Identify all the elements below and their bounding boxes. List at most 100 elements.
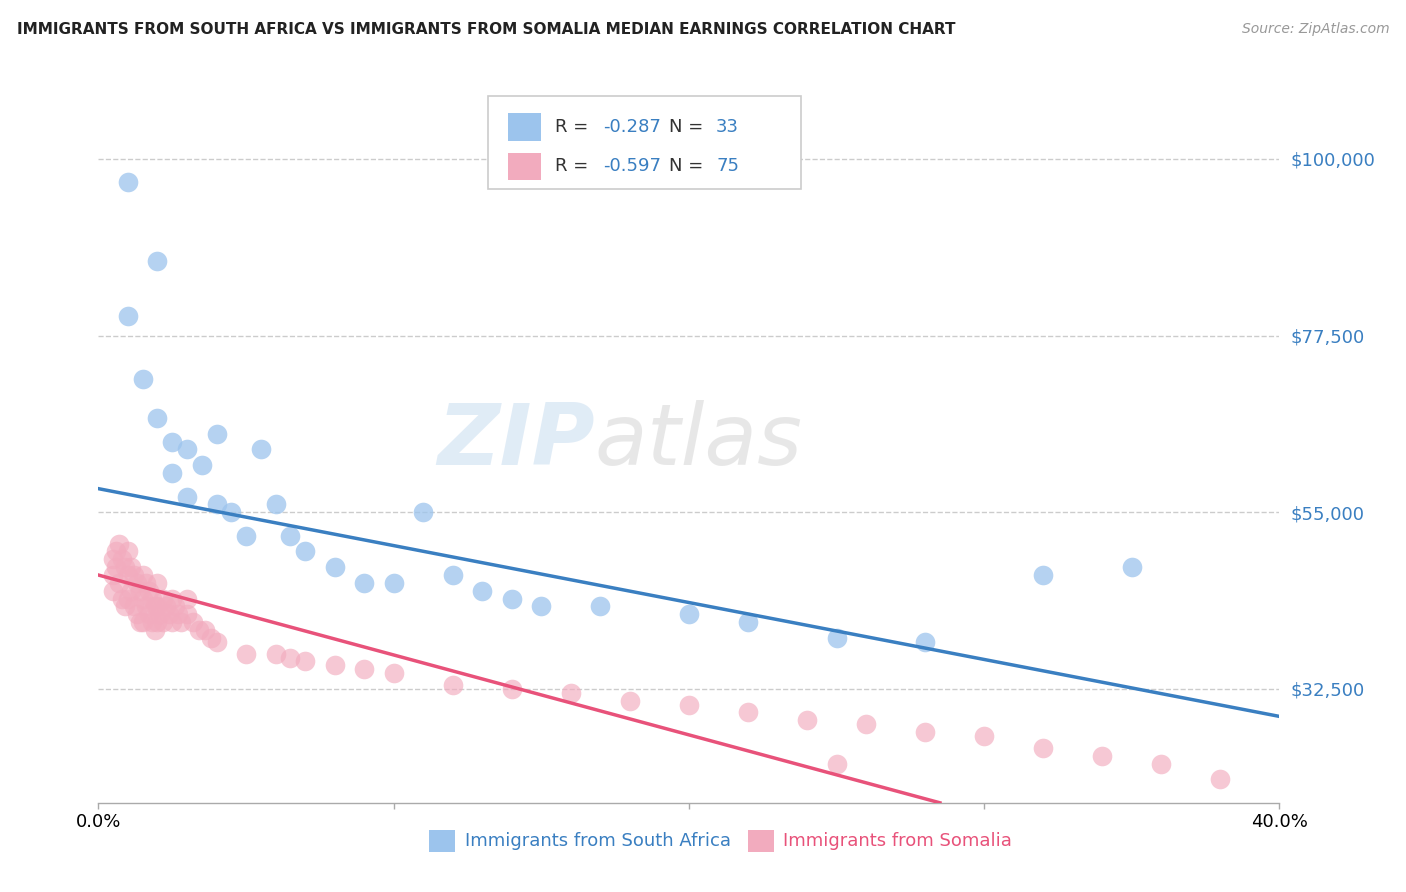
Point (146, 411, 169, 425)
Point (128, 583, 150, 598)
Point (117, 175, 139, 189)
Point (103, 568, 125, 582)
Point (120, 560, 142, 574)
Point (205, 426, 228, 441)
Point (132, 615, 155, 630)
Point (143, 623, 166, 637)
Point (796, 714, 818, 728)
Point (825, 631, 848, 645)
Point (162, 615, 183, 630)
Point (111, 552, 134, 566)
Point (122, 599, 145, 614)
Point (235, 529, 257, 543)
Point (176, 490, 198, 504)
Point (157, 607, 180, 622)
Point (200, 631, 222, 645)
Text: 33: 33 (716, 118, 740, 136)
Point (323, 560, 346, 574)
Point (149, 607, 172, 622)
Text: R =: R = (555, 157, 595, 176)
Point (855, 717, 877, 731)
Point (132, 568, 155, 582)
Point (678, 607, 700, 622)
Point (143, 599, 166, 614)
Point (176, 607, 198, 622)
Point (264, 497, 287, 511)
Point (181, 615, 204, 630)
Text: N =: N = (669, 118, 709, 136)
Point (737, 615, 759, 630)
Point (825, 756, 848, 771)
Point (152, 615, 174, 630)
Point (105, 560, 128, 574)
Point (120, 583, 142, 598)
FancyBboxPatch shape (748, 830, 773, 852)
Point (560, 686, 582, 700)
Point (353, 662, 375, 676)
Text: -0.287: -0.287 (603, 118, 661, 136)
Text: Source: ZipAtlas.com: Source: ZipAtlas.com (1241, 22, 1389, 37)
Point (250, 442, 273, 457)
Point (135, 575, 157, 590)
Point (176, 591, 198, 606)
Point (1032, 568, 1054, 582)
Point (205, 635, 228, 649)
Point (973, 729, 995, 743)
Point (471, 583, 494, 598)
Point (155, 599, 177, 614)
Point (117, 591, 139, 606)
Point (162, 434, 183, 449)
Point (1150, 756, 1173, 771)
Point (167, 607, 190, 622)
Point (170, 615, 193, 630)
Point (103, 552, 125, 566)
FancyBboxPatch shape (508, 113, 541, 141)
Point (501, 681, 523, 696)
Point (187, 623, 209, 637)
Point (382, 666, 405, 681)
Point (141, 615, 163, 630)
Point (152, 591, 174, 606)
Point (125, 575, 148, 590)
Point (737, 706, 759, 720)
Point (117, 544, 139, 558)
Point (205, 497, 228, 511)
Text: Immigrants from South Africa: Immigrants from South Africa (464, 832, 731, 850)
Point (280, 529, 302, 543)
Point (146, 615, 169, 630)
Text: N =: N = (669, 157, 709, 176)
Point (412, 505, 434, 519)
Text: IMMIGRANTS FROM SOUTH AFRICA VS IMMIGRANTS FROM SOMALIA MEDIAN EARNINGS CORRELAT: IMMIGRANTS FROM SOUTH AFRICA VS IMMIGRAN… (17, 22, 955, 37)
Point (914, 635, 936, 649)
Point (122, 568, 145, 582)
Point (105, 544, 128, 558)
Point (141, 591, 163, 606)
Point (914, 725, 936, 739)
Point (162, 466, 183, 480)
Point (165, 599, 187, 614)
Text: ZIP: ZIP (437, 400, 595, 483)
Point (108, 575, 131, 590)
Point (132, 591, 155, 606)
Text: -0.597: -0.597 (603, 157, 661, 176)
Point (138, 583, 160, 598)
FancyBboxPatch shape (488, 96, 801, 189)
Point (114, 560, 136, 574)
Text: 75: 75 (716, 157, 740, 176)
Point (138, 607, 160, 622)
Point (221, 505, 243, 519)
Point (194, 623, 217, 637)
Point (162, 591, 183, 606)
Point (382, 575, 405, 590)
Point (146, 599, 169, 614)
Point (176, 442, 198, 457)
Point (1121, 560, 1143, 574)
Point (146, 253, 169, 268)
Point (589, 599, 612, 614)
Point (294, 655, 316, 669)
Point (111, 591, 134, 606)
Point (280, 650, 302, 665)
Point (117, 309, 139, 323)
Point (441, 678, 464, 692)
Point (117, 568, 139, 582)
